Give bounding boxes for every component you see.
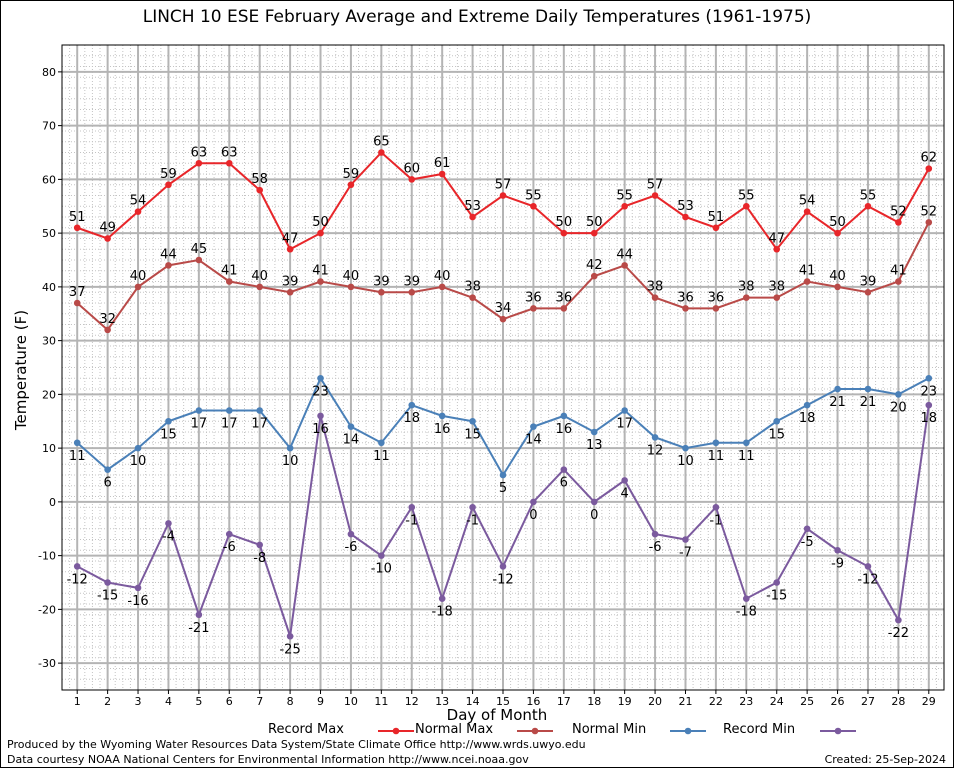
footer-created: Created: 25-Sep-2024 <box>824 753 946 766</box>
legend-normal-min: Normal Min <box>572 722 646 737</box>
x-axis-label: Day of Month <box>446 706 548 724</box>
legend-label: Record Min <box>723 722 796 737</box>
legend-record-min: Record Min <box>723 722 795 737</box>
legend-normal-max: Normal Max <box>415 722 493 737</box>
footer-produced-by: Produced by the Wyoming Water Resources … <box>7 738 586 751</box>
legend-record-max: Record Max <box>268 722 344 737</box>
legend-label: Normal Max <box>415 722 494 737</box>
legend-label: Record Max <box>268 722 344 737</box>
legend-label: Normal Min <box>572 722 647 737</box>
y-axis-label: Temperature (F) <box>12 309 30 431</box>
footer-courtesy: Data courtesy NOAA National Centers for … <box>7 753 529 766</box>
chart-title: LINCH 10 ESE February Average and Extrem… <box>142 7 812 27</box>
